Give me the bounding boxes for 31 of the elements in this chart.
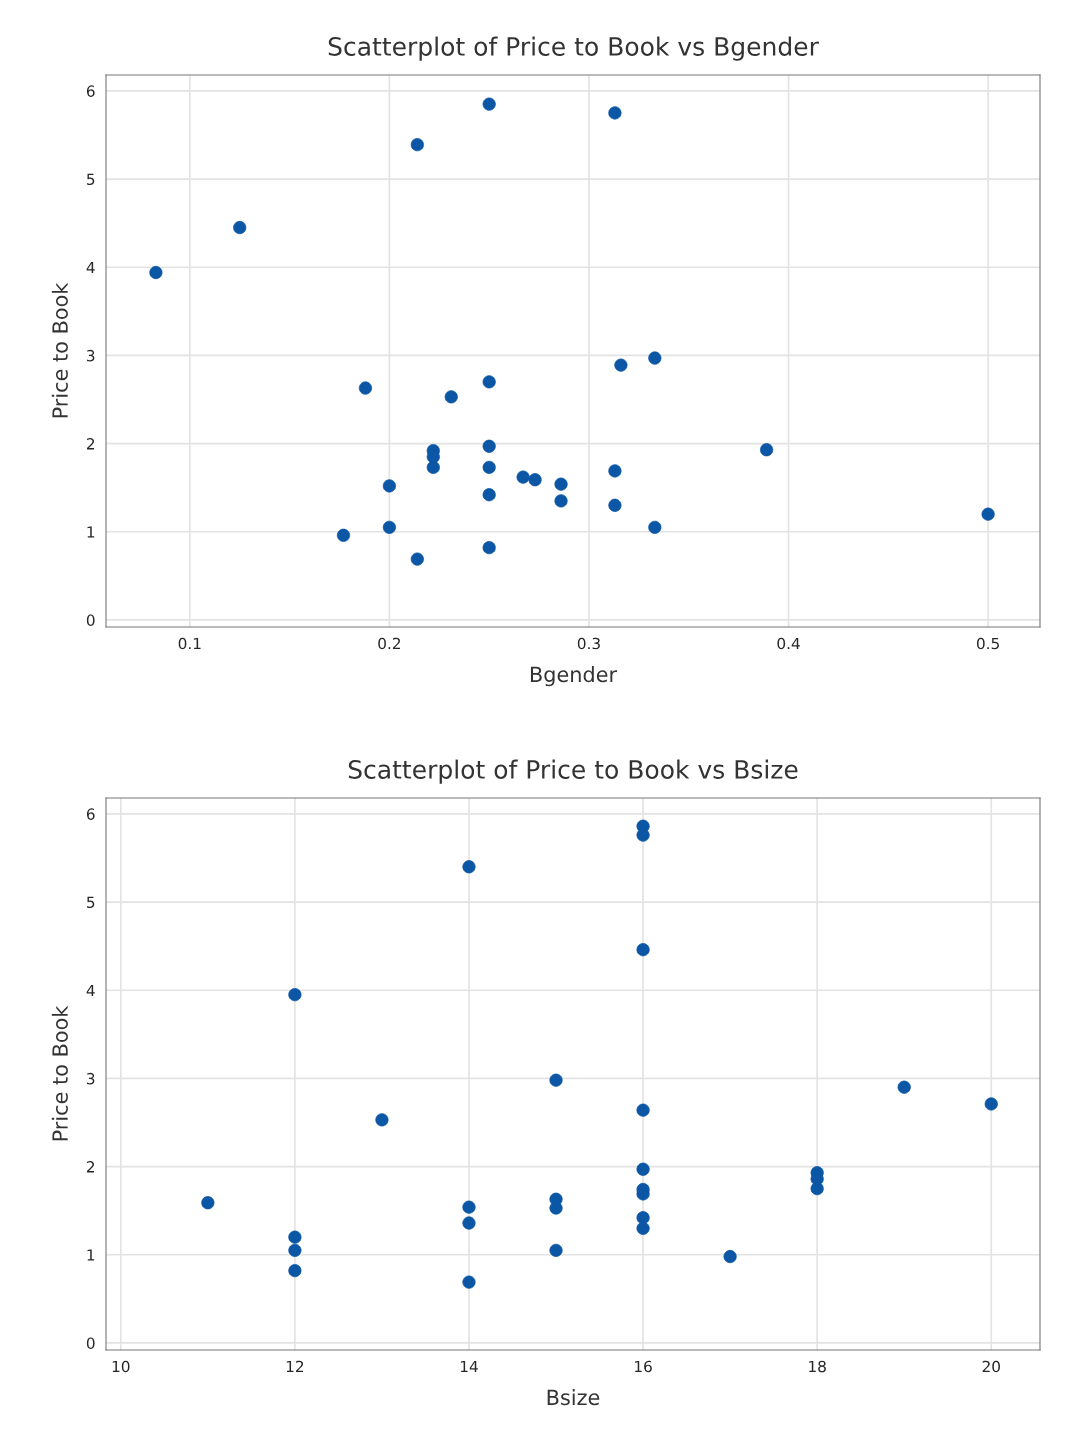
y-tick-label: 5 bbox=[87, 173, 95, 186]
x-tick-label: 20 bbox=[982, 1360, 1000, 1373]
x-axis-title: Bgender bbox=[530, 666, 618, 687]
x-tick-label: 0.4 bbox=[777, 637, 800, 650]
y-tick-label: 3 bbox=[87, 349, 95, 362]
x-tick-label: 0.2 bbox=[378, 637, 401, 650]
y-axis-title: Price to Book bbox=[51, 1005, 68, 1141]
x-tick-label: 0.5 bbox=[976, 637, 999, 650]
chart-title: Scatterplot of Price to Book vs Bgender bbox=[328, 36, 819, 61]
y-tick-label: 5 bbox=[87, 896, 95, 909]
x-axis-title: Bsize bbox=[547, 1389, 600, 1406]
y-tick-label: 4 bbox=[86, 261, 95, 274]
y-tick-label: 0 bbox=[86, 614, 95, 626]
x-tick-label: 16 bbox=[635, 1360, 652, 1373]
x-tick-label: 18 bbox=[809, 1360, 826, 1373]
y-tick-label: 2 bbox=[86, 438, 95, 450]
y-tick-label: 6 bbox=[86, 85, 95, 97]
y-tick-label: 3 bbox=[87, 1072, 95, 1085]
y-tick-label: 2 bbox=[86, 1161, 95, 1173]
x-tick-label: 12 bbox=[286, 1360, 304, 1373]
x-tick-label: 0.1 bbox=[178, 637, 201, 650]
y-tick-label: 0 bbox=[86, 1337, 95, 1349]
x-tick-label: 14 bbox=[460, 1360, 478, 1373]
x-tick-label: 0.3 bbox=[577, 637, 600, 650]
y-tick-label: 6 bbox=[86, 808, 95, 820]
y-tick-label: 4 bbox=[86, 984, 95, 997]
y-axis-title: Price to Book bbox=[51, 282, 68, 418]
x-tick-label: 10 bbox=[112, 1360, 130, 1373]
y-tick-label: 1 bbox=[87, 526, 95, 538]
chart-title: Scatterplot of Price to Book vs Bsize bbox=[348, 759, 798, 784]
y-tick-label: 1 bbox=[87, 1249, 95, 1261]
